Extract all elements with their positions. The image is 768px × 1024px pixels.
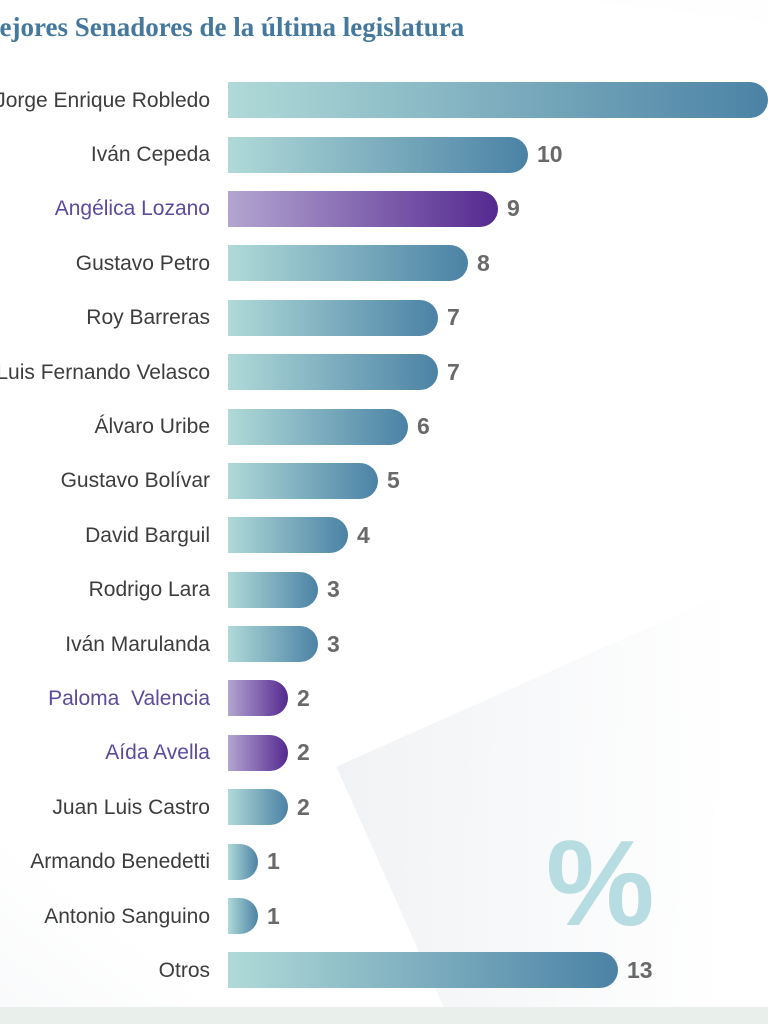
senator-name: Angélica Lozano	[0, 198, 210, 219]
value-bar	[228, 82, 768, 119]
senator-name: Rodrigo Lara	[0, 579, 210, 600]
chart-row: Roy Barreras 7	[0, 291, 768, 345]
senator-name: Otros	[0, 960, 210, 981]
bar-value-label: 2	[297, 793, 310, 820]
bar-value-label: 2	[297, 684, 310, 711]
chart-title: Mejores Senadores de la última legislatu…	[0, 12, 465, 42]
senator-name-text: Aída Avella	[105, 741, 210, 765]
bar-value-label: 2	[297, 739, 310, 766]
senator-name-text: Gustavo Petro	[75, 251, 210, 275]
value-bar	[228, 789, 288, 826]
bar-value-label: 7	[447, 304, 460, 331]
bar-value-label: 7	[447, 358, 460, 385]
value-bar	[228, 626, 318, 663]
chart-row: Otros 13	[0, 943, 768, 997]
value-bar	[228, 136, 528, 173]
value-bar	[228, 843, 258, 880]
chart-row: Antonio Sanguino 1	[0, 889, 768, 943]
chart-row: Jorge Enrique Robledo	[0, 73, 768, 127]
value-bar	[228, 680, 288, 717]
chart-row: Gustavo Bolívar 5	[0, 454, 768, 508]
footer-band	[0, 1007, 768, 1024]
value-bar	[228, 571, 318, 608]
senator-name-text: Iván Cepeda	[90, 143, 210, 167]
senator-name: David Barguil	[0, 525, 210, 546]
chart-row: Paloma Valencia 2	[0, 671, 768, 725]
bar-value-label: 8	[477, 249, 490, 276]
chart-row: Aída Avella 2	[0, 726, 768, 780]
senator-name: Álvaro Uribe	[0, 416, 210, 437]
senator-name-text: Armando Benedetti	[30, 850, 210, 874]
senator-name: Iván Cepeda	[0, 144, 210, 165]
bar-value-label: 3	[327, 630, 340, 657]
senator-name: Aída Avella	[0, 742, 210, 763]
senator-name-text: Otros	[158, 958, 210, 982]
percent-watermark: %	[546, 815, 654, 951]
value-bar	[228, 517, 348, 554]
senator-name: Luis Fernando Velasco	[0, 362, 210, 383]
value-bar	[228, 354, 438, 391]
senator-name: Gustavo Bolívar	[0, 470, 210, 491]
senator-name-text: Rodrigo Lara	[88, 578, 210, 602]
bar-value-label: 3	[327, 576, 340, 603]
bar-value-label: 4	[357, 521, 370, 548]
senator-name-text: David Barguil	[85, 523, 210, 547]
senator-name-text: Gustavo Bolívar	[60, 469, 210, 493]
value-bar	[228, 245, 468, 282]
senator-name-text: Jorge Enrique Robledo	[0, 88, 210, 112]
bar-chart: Jorge Enrique Robledo Iván Cepeda 10 Ang…	[0, 73, 768, 998]
chart-row: Iván Cepeda 10	[0, 127, 768, 181]
chart-row: Luis Fernando Velasco 7	[0, 345, 768, 399]
bar-value-label: 6	[417, 413, 430, 440]
senator-name-text: Iván Marulanda	[65, 632, 210, 656]
value-bar	[228, 734, 288, 771]
bar-value-label: 5	[387, 467, 400, 494]
chart-row: Juan Luis Castro 2	[0, 780, 768, 834]
senator-name-text: Roy Barreras	[86, 306, 210, 330]
senator-name-text: Luis Fernando Velasco	[0, 360, 210, 384]
bar-value-label: 1	[267, 848, 280, 875]
value-bar	[228, 408, 408, 445]
senator-name-text: Antonio Sanguino	[44, 904, 210, 928]
senator-name: Paloma Valencia	[0, 688, 210, 709]
bar-value-label: 13	[627, 956, 653, 983]
value-bar	[228, 898, 258, 935]
bar-value-label: 9	[507, 195, 520, 222]
senator-name-text: Paloma Valencia	[48, 686, 210, 710]
senator-name: Antonio Sanguino	[0, 906, 210, 927]
value-bar	[228, 190, 498, 227]
chart-row: David Barguil 4	[0, 508, 768, 562]
senator-name-text: Juan Luis Castro	[52, 795, 210, 819]
senator-name: Gustavo Petro	[0, 253, 210, 274]
chart-row: Armando Benedetti 1	[0, 834, 768, 888]
chart-row: Rodrigo Lara 3	[0, 563, 768, 617]
value-bar	[228, 462, 378, 499]
senator-name-text: Álvaro Uribe	[94, 415, 210, 439]
chart-row: Angélica Lozano 9	[0, 182, 768, 236]
senator-name: Armando Benedetti	[0, 851, 210, 872]
chart-row: Álvaro Uribe 6	[0, 399, 768, 453]
value-bar	[228, 952, 618, 989]
senator-name: Iván Marulanda	[0, 634, 210, 655]
bar-value-label: 1	[267, 902, 280, 929]
value-bar	[228, 299, 438, 336]
senator-name: Juan Luis Castro	[0, 797, 210, 818]
chart-row: Gustavo Petro 8	[0, 236, 768, 290]
senator-name: Jorge Enrique Robledo	[0, 90, 210, 111]
bar-value-label: 10	[537, 141, 563, 168]
senator-name: Roy Barreras	[0, 307, 210, 328]
chart-row: Iván Marulanda 3	[0, 617, 768, 671]
senator-name-text: Angélica Lozano	[54, 197, 210, 221]
